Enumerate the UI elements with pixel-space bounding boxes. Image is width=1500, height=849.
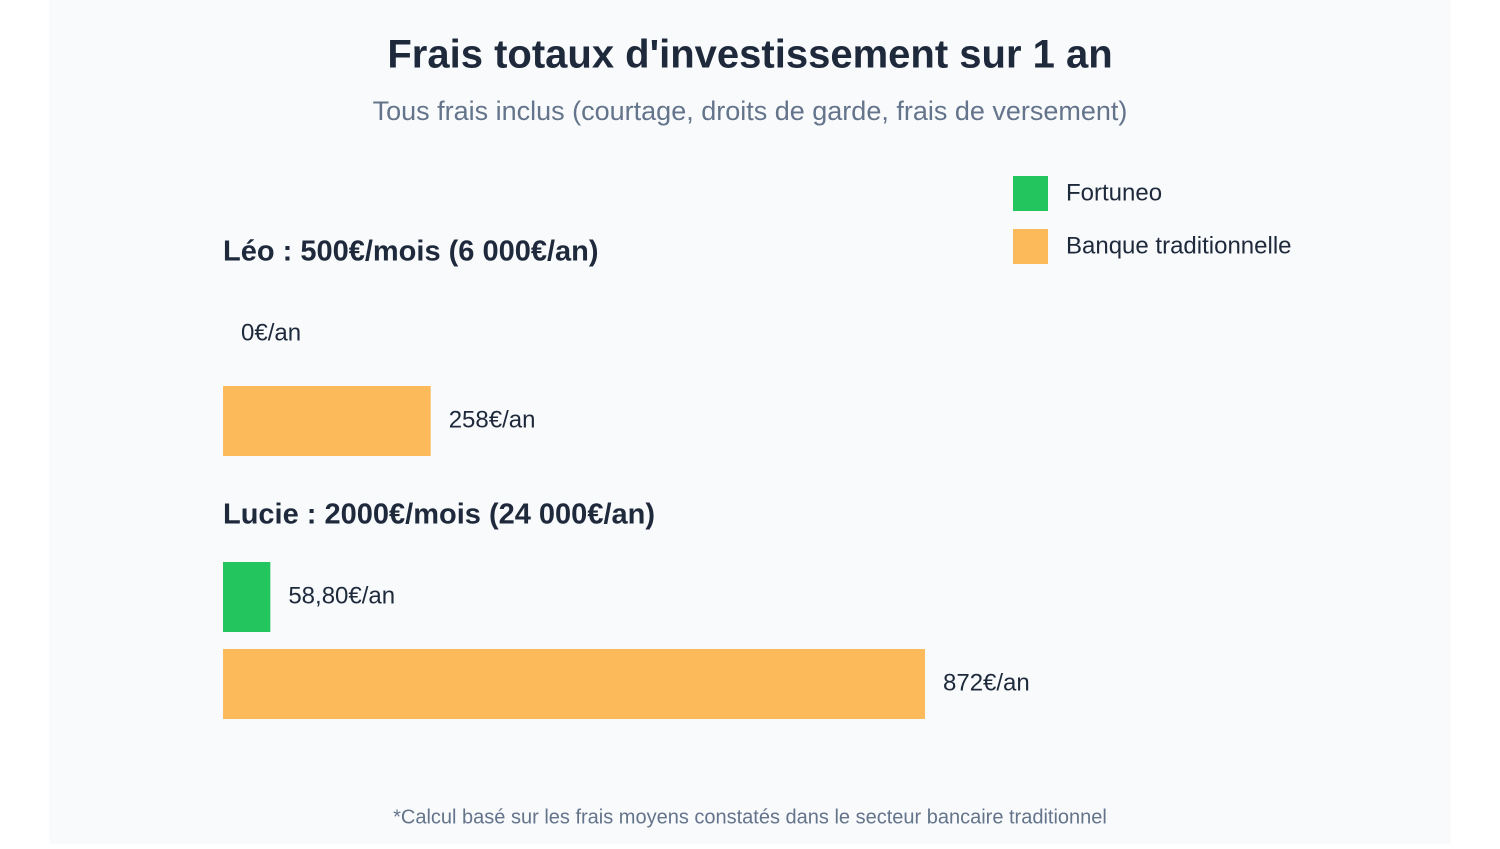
bar (223, 649, 925, 719)
chart-subtitle: Tous frais inclus (courtage, droits de g… (373, 96, 1128, 126)
chart-title: Frais totaux d'investissement sur 1 an (387, 33, 1112, 77)
value-label: 258€/an (449, 406, 536, 433)
legend-label: Fortuneo (1066, 179, 1162, 206)
footnote: *Calcul basé sur les frais moyens consta… (393, 806, 1107, 828)
value-label: 0€/an (241, 319, 301, 346)
group-label: Lucie : 2000€/mois (24 000€/an) (223, 499, 655, 531)
value-label: 58,80€/an (288, 582, 395, 609)
legend-label: Banque traditionnelle (1066, 232, 1292, 259)
group-label: Léo : 500€/mois (6 000€/an) (223, 236, 599, 268)
legend-swatch (1013, 176, 1048, 211)
legend-swatch (1013, 229, 1048, 264)
value-label: 872€/an (943, 669, 1030, 696)
bar (223, 386, 431, 456)
bar (223, 562, 271, 632)
